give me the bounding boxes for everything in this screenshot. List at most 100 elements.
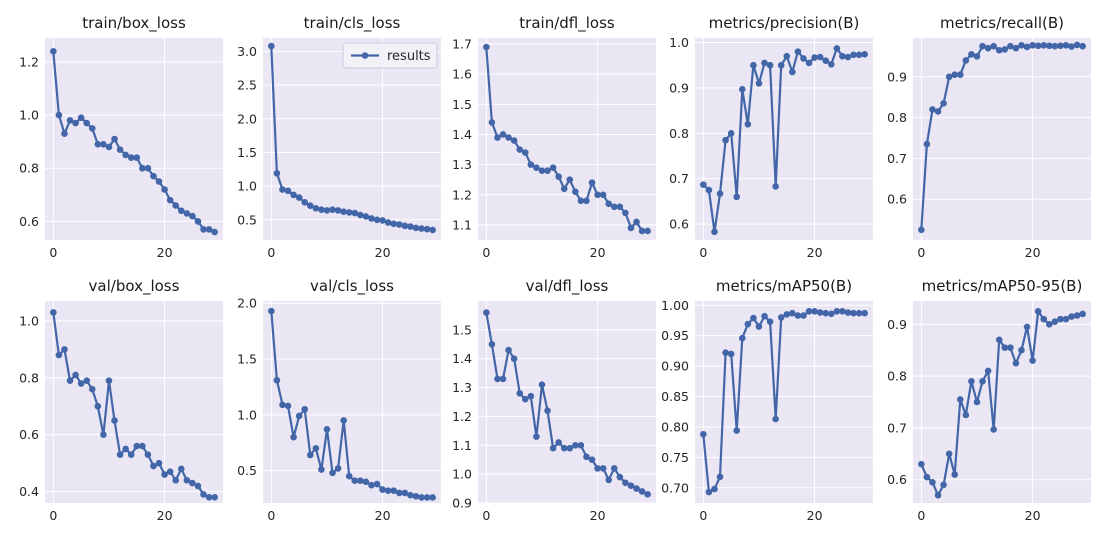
- y-tick-label: 1.0: [19, 313, 39, 328]
- data-point: [100, 141, 107, 148]
- y-tick-label: 0.85: [661, 389, 689, 404]
- data-point: [284, 402, 292, 410]
- data-point: [334, 465, 342, 472]
- y-tick-label: 0.75: [661, 450, 689, 465]
- y-tick-label: 1.6: [452, 67, 472, 82]
- data-point: [1023, 323, 1031, 331]
- y-tick-label: 0.90: [661, 359, 689, 374]
- data-point: [55, 351, 63, 359]
- data-point: [644, 227, 651, 235]
- data-point: [789, 68, 796, 76]
- data-point: [334, 207, 342, 214]
- data-point: [844, 309, 852, 316]
- y-tick-label: 1.7: [452, 37, 472, 52]
- data-point: [794, 48, 802, 55]
- data-point: [700, 181, 707, 188]
- data-point: [1073, 41, 1081, 49]
- data-point: [855, 309, 863, 317]
- data-point: [744, 120, 752, 128]
- data-point: [750, 61, 757, 69]
- data-point: [127, 154, 135, 161]
- data-point: [973, 53, 981, 60]
- data-point: [722, 349, 729, 357]
- data-point: [161, 186, 168, 193]
- y-tick-label: 0.5: [237, 463, 257, 478]
- data-point: [700, 430, 707, 438]
- chart-panel-train-dfl-loss: 0 20 1.1 1.2 1.3 1.4 1.5 1.6 1.7 train/dfl_loss: [452, 14, 656, 260]
- data-point: [1001, 344, 1009, 351]
- data-point: [533, 164, 540, 171]
- y-tick-label: 1.5: [237, 145, 257, 160]
- plot-area: [478, 38, 656, 240]
- y-tick-label: 1.0: [237, 407, 257, 422]
- data-point: [384, 487, 392, 495]
- data-point: [929, 106, 936, 113]
- data-point: [423, 225, 431, 233]
- y-tick-label: 0.9: [887, 69, 907, 84]
- data-point: [940, 481, 947, 489]
- data-point: [766, 318, 774, 325]
- y-tick-label: 0.7: [887, 420, 907, 435]
- data-point: [373, 216, 381, 224]
- data-point: [816, 53, 824, 61]
- data-point: [772, 415, 779, 423]
- chart-panel-metrics-map50-95-b: 0 20 0.6 0.7 0.8 0.9 metrics/mAP50-95(B): [887, 277, 1091, 523]
- y-tick-label: 1.2: [452, 409, 472, 424]
- y-tick-label: 0.8: [19, 161, 39, 176]
- data-point: [499, 131, 507, 138]
- data-point: [1079, 310, 1086, 318]
- data-point: [705, 186, 713, 194]
- data-point: [301, 198, 309, 206]
- data-point: [716, 473, 724, 481]
- data-point: [1079, 42, 1086, 50]
- data-point: [929, 478, 936, 486]
- data-point: [362, 213, 370, 220]
- data-point: [577, 197, 585, 205]
- y-tick-label: 1.1: [452, 217, 472, 232]
- chart-panel-metrics-recall-b: 0 20 0.6 0.7 0.8 0.9 metrics/recall(B): [887, 14, 1091, 260]
- data-point: [1029, 42, 1036, 49]
- data-point: [549, 164, 557, 171]
- data-point: [1018, 346, 1025, 354]
- data-point: [638, 227, 646, 235]
- y-tick-label: 1.0: [669, 35, 689, 50]
- data-point: [510, 137, 518, 144]
- data-point: [268, 42, 275, 50]
- data-point: [312, 205, 320, 212]
- data-point: [133, 154, 141, 161]
- data-point: [918, 226, 925, 234]
- data-point: [111, 135, 118, 143]
- data-point: [995, 46, 1003, 54]
- data-point: [429, 226, 436, 234]
- data-point: [351, 477, 359, 484]
- chart-title: train/cls_loss: [304, 14, 401, 33]
- data-point: [200, 491, 207, 498]
- data-point: [1007, 344, 1014, 351]
- data-point: [973, 398, 981, 406]
- data-point: [368, 215, 375, 222]
- data-point: [533, 433, 540, 440]
- data-point: [583, 197, 590, 205]
- data-point: [72, 371, 79, 379]
- data-point: [150, 172, 157, 180]
- data-point: [827, 61, 835, 68]
- data-point: [395, 489, 403, 497]
- chart-title: val/cls_loss: [310, 277, 394, 296]
- data-point: [572, 441, 579, 449]
- data-point: [177, 465, 185, 473]
- data-point: [1057, 42, 1064, 50]
- data-point: [945, 450, 953, 458]
- data-point: [407, 491, 414, 499]
- data-point: [633, 218, 640, 226]
- data-point: [284, 187, 292, 195]
- data-point: [1045, 42, 1053, 50]
- data-point: [594, 191, 601, 199]
- data-point: [968, 377, 975, 385]
- x-tick-label: 0: [482, 245, 490, 260]
- chart-title: train/dfl_loss: [519, 14, 615, 33]
- data-point: [588, 456, 596, 464]
- data-point: [744, 320, 752, 328]
- data-point: [390, 487, 398, 495]
- data-point: [318, 206, 325, 213]
- data-point: [761, 59, 768, 67]
